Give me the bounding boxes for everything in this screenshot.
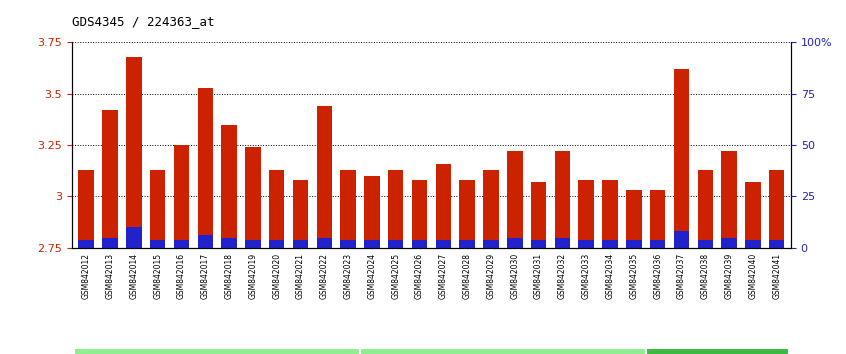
Bar	[483, 170, 499, 248]
Bar	[316, 238, 332, 248]
Text: GSM842038: GSM842038	[700, 253, 710, 299]
Text: GSM842021: GSM842021	[296, 253, 305, 299]
Bar	[602, 240, 618, 248]
Bar	[436, 240, 451, 248]
Bar	[722, 151, 737, 248]
Bar	[673, 232, 689, 248]
Bar	[269, 240, 284, 248]
Text: GSM842032: GSM842032	[558, 253, 567, 299]
Text: GSM842017: GSM842017	[201, 253, 210, 299]
Bar	[269, 170, 284, 248]
Bar	[245, 240, 261, 248]
Bar	[340, 240, 356, 248]
Text: GSM842025: GSM842025	[391, 253, 400, 299]
Bar	[507, 151, 523, 248]
Bar	[650, 240, 666, 248]
Text: GSM842015: GSM842015	[153, 253, 162, 299]
Text: GSM842016: GSM842016	[177, 253, 186, 299]
Text: GSM842029: GSM842029	[486, 253, 496, 299]
Text: GSM842026: GSM842026	[415, 253, 424, 299]
Text: GSM842013: GSM842013	[106, 253, 114, 299]
Bar	[769, 170, 784, 248]
Bar	[745, 182, 761, 248]
Text: GSM842019: GSM842019	[249, 253, 257, 299]
Bar	[555, 151, 570, 248]
Bar	[79, 240, 94, 248]
Bar	[126, 227, 141, 248]
Text: GDS4345 / 224363_at: GDS4345 / 224363_at	[72, 15, 214, 28]
Bar	[173, 240, 190, 248]
Text: GSM842014: GSM842014	[129, 253, 138, 299]
Bar	[626, 240, 641, 248]
Bar	[459, 240, 475, 248]
Bar	[126, 57, 141, 248]
Bar	[360, 348, 645, 354]
Bar	[197, 235, 213, 248]
Text: GSM842030: GSM842030	[510, 253, 519, 299]
Bar	[102, 238, 118, 248]
Text: GSM842033: GSM842033	[582, 253, 591, 299]
Bar	[626, 190, 641, 248]
Bar	[645, 348, 788, 354]
Bar	[579, 180, 594, 248]
Bar	[364, 240, 380, 248]
Text: GSM842039: GSM842039	[725, 253, 733, 299]
Text: GSM842024: GSM842024	[367, 253, 376, 299]
Text: GSM842018: GSM842018	[224, 253, 233, 299]
Bar	[150, 170, 165, 248]
Text: GSM842037: GSM842037	[677, 253, 686, 299]
Bar	[316, 106, 332, 248]
Text: GSM842035: GSM842035	[629, 253, 639, 299]
Bar	[79, 170, 94, 248]
Bar	[222, 125, 237, 248]
Text: GSM842031: GSM842031	[534, 253, 543, 299]
Bar	[722, 238, 737, 248]
Bar	[555, 238, 570, 248]
Bar	[650, 190, 666, 248]
Bar	[173, 145, 190, 248]
Bar	[698, 240, 713, 248]
Bar	[222, 238, 237, 248]
Bar	[745, 240, 761, 248]
Bar	[102, 110, 118, 248]
Bar	[531, 240, 547, 248]
Text: GSM842012: GSM842012	[82, 253, 91, 299]
Bar	[197, 88, 213, 248]
Bar	[698, 170, 713, 248]
Text: GSM842040: GSM842040	[749, 253, 757, 299]
Text: GSM842020: GSM842020	[272, 253, 281, 299]
Text: GSM842034: GSM842034	[606, 253, 614, 299]
Bar	[673, 69, 689, 248]
Bar	[602, 180, 618, 248]
Bar	[340, 170, 356, 248]
Bar	[388, 240, 404, 248]
Text: GSM842041: GSM842041	[772, 253, 781, 299]
Bar	[293, 240, 308, 248]
Text: GSM842027: GSM842027	[439, 253, 448, 299]
Bar	[388, 170, 404, 248]
Bar	[769, 240, 784, 248]
Bar	[483, 240, 499, 248]
Bar	[412, 240, 427, 248]
Bar	[507, 238, 523, 248]
Bar	[150, 240, 165, 248]
Text: GSM842022: GSM842022	[320, 253, 329, 299]
Bar	[436, 164, 451, 248]
Bar	[531, 182, 547, 248]
Bar	[293, 180, 308, 248]
Text: GSM842036: GSM842036	[653, 253, 662, 299]
Bar	[579, 240, 594, 248]
Bar	[412, 180, 427, 248]
Bar	[364, 176, 380, 248]
Text: GSM842028: GSM842028	[463, 253, 472, 299]
Bar	[74, 348, 360, 354]
Bar	[245, 147, 261, 248]
Text: GSM842023: GSM842023	[343, 253, 353, 299]
Bar	[459, 180, 475, 248]
